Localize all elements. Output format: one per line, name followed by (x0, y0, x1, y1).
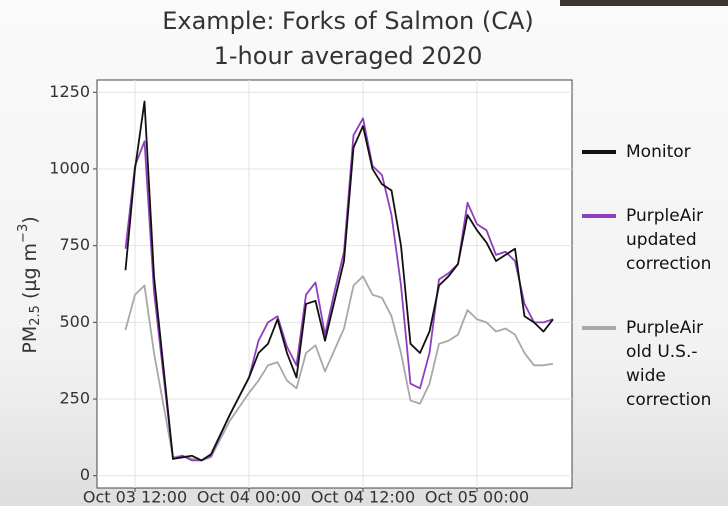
y-tick-label: 500 (59, 312, 90, 331)
chart-title: Example: Forks of Salmon (CA) (162, 7, 534, 35)
legend-item: PurpleAir updated correction (582, 204, 722, 276)
y-label-sub: 2.5 (28, 305, 43, 326)
y-tick-label: 250 (59, 389, 90, 408)
y-tick-label: 1250 (49, 82, 90, 101)
legend-swatch (582, 150, 616, 154)
legend-swatch (582, 326, 616, 330)
x-tick-label: Oct 04 12:00 (311, 488, 415, 506)
y-label-part: PM (19, 326, 41, 354)
legend-label: PurpleAir updated correction (626, 204, 722, 276)
legend: Monitor PurpleAir updated correction Purpl… (582, 140, 722, 430)
y-axis-label: PM2.5 (µg m−3) (16, 216, 43, 353)
x-tick-label: Oct 03 12:00 (83, 488, 187, 506)
y-label-sup: −3 (16, 224, 31, 243)
legend-swatch (582, 214, 616, 218)
y-label-part: ) (19, 216, 41, 223)
legend-item: Monitor (582, 140, 722, 164)
y-tick-label: 1000 (49, 158, 90, 177)
legend-item: PurpleAir old U.S.-wide correction (582, 316, 722, 412)
screen: Example: Forks of Salmon (CA) 1-hour ave… (0, 0, 728, 506)
y-tick-label: 750 (59, 235, 90, 254)
legend-label: PurpleAir old U.S.-wide correction (626, 316, 722, 412)
video-thumbnail (560, 0, 728, 6)
y-tick-label: 0 (80, 465, 90, 484)
x-tick-label: Oct 04 00:00 (197, 488, 301, 506)
chart-subtitle: 1-hour averaged 2020 (214, 42, 483, 70)
y-label-part: (µg m (19, 243, 41, 305)
legend-label: Monitor (626, 140, 722, 164)
x-tick-label: Oct 05 00:00 (425, 488, 529, 506)
